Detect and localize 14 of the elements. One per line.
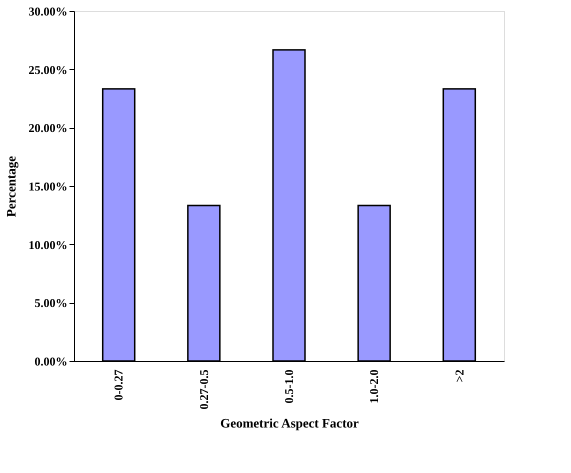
y-tick-label: 0.00% <box>34 354 68 368</box>
x-tick-label: 0.27-0.5 <box>196 370 211 410</box>
y-tick-label: 15.00% <box>28 180 68 194</box>
y-tick-label: 20.00% <box>28 121 68 136</box>
x-tick-label: 0.5-1.0 <box>282 370 296 404</box>
y-tick-label: 5.00% <box>34 296 68 310</box>
x-tick-label: >2 <box>452 370 466 382</box>
y-axis-title: Percentage <box>4 156 18 218</box>
y-tick-label: 10.00% <box>28 238 68 252</box>
x-tick-label: 1.0-2.0 <box>367 370 382 404</box>
x-axis-title: Geometric Aspect Factor <box>220 415 360 430</box>
y-tick-label: 30.00% <box>28 4 68 18</box>
x-tick-label: 0-0.27 <box>112 370 126 400</box>
y-tick-label: 25.00% <box>28 62 68 77</box>
